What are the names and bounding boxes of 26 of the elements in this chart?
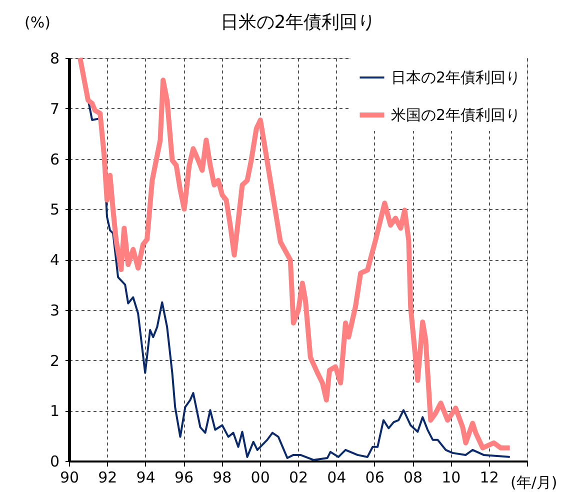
y-tick-label: 8 — [50, 50, 60, 68]
x-tick-label: 04 — [327, 468, 346, 486]
y-tick-label: 2 — [50, 352, 60, 370]
chart-title: 日米の2年債利回り — [220, 12, 376, 33]
x-tick-label: 10 — [442, 468, 461, 486]
x-tick-label: 94 — [136, 468, 156, 486]
x-axis-title: (年/月) — [510, 474, 558, 492]
legend-label: 日本の2年債利回り — [391, 68, 521, 86]
x-tick-label: 00 — [250, 468, 270, 486]
x-tick-label: 96 — [174, 468, 194, 486]
y-tick-label: 4 — [50, 251, 60, 269]
y-tick-label: 6 — [50, 150, 60, 168]
x-tick-label: 08 — [403, 468, 423, 486]
legend-label: 米国の2年債利回り — [391, 106, 521, 124]
y-tick-label: 7 — [50, 100, 60, 118]
y-tick-label: 3 — [50, 301, 60, 320]
x-tick-label: 12 — [480, 468, 499, 486]
x-tick-label: 02 — [288, 468, 308, 486]
x-tick-label: 92 — [98, 468, 118, 486]
y-tick-label: 1 — [50, 402, 60, 420]
y-tick-label: 0 — [50, 452, 60, 470]
y-tick-label: 5 — [50, 200, 60, 219]
x-tick-label: 98 — [212, 468, 232, 486]
x-tick-label: 06 — [365, 468, 384, 486]
y-axis-title: (%) — [24, 14, 50, 32]
x-tick-label: 90 — [60, 468, 80, 486]
